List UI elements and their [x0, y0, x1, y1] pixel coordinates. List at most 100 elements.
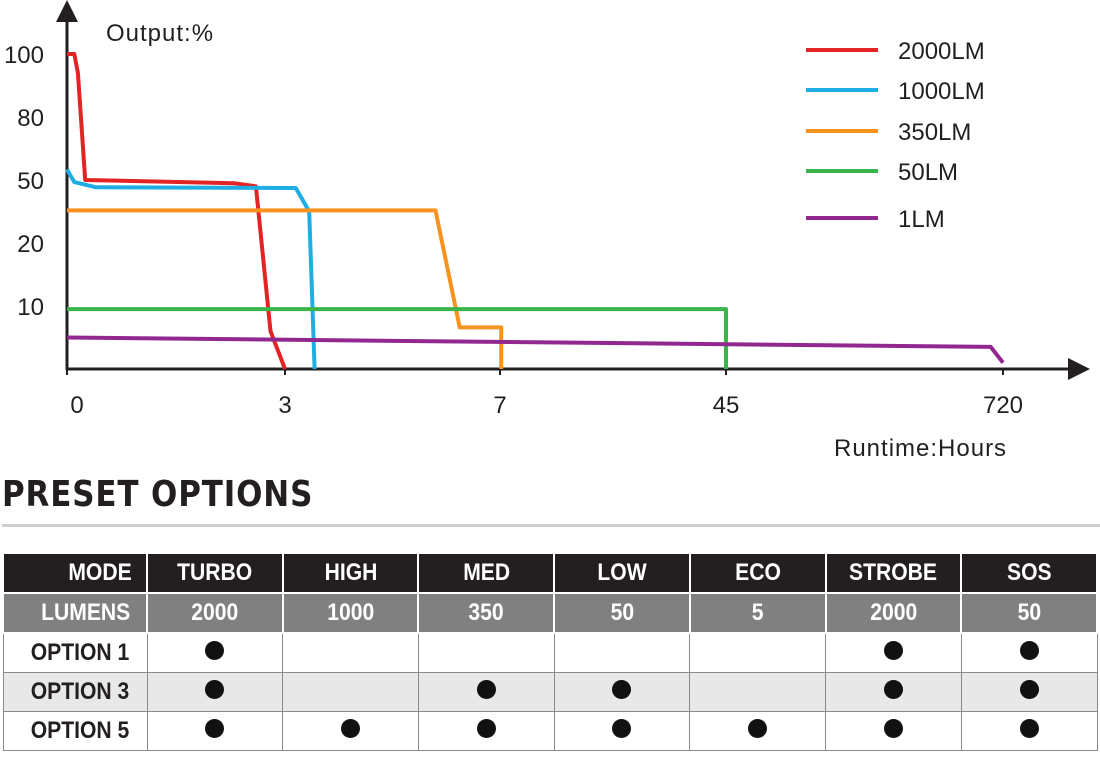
option-cell [825, 672, 962, 712]
x-tick-label: 720 [983, 392, 1023, 419]
included-dot-icon [341, 719, 361, 738]
lumens-header: LUMENS [2, 592, 148, 634]
lumens-cell-text: 50 [610, 599, 634, 626]
option-cell [689, 711, 827, 751]
option-cell [960, 632, 1098, 673]
y-tick-label: 10 [17, 294, 44, 321]
mode-cell-text: LOW [597, 559, 647, 586]
included-dot-icon [748, 719, 768, 738]
option-label: OPTION 5 [2, 711, 148, 751]
x-tick-label: 0 [70, 392, 83, 419]
y-tick-label: 80 [17, 105, 44, 132]
lumens-cell: 2000 [146, 592, 284, 634]
x-tick-labels: 0 3 7 45 720 [66, 369, 1023, 419]
y-axis-label: Output:% [106, 20, 214, 47]
lumens-cell-text: 1000 [327, 599, 375, 626]
y-axis-arrow [56, 0, 78, 22]
mode-cell: MED [417, 552, 556, 594]
lumens-cell: 50 [553, 592, 691, 634]
option-cell [689, 632, 827, 673]
option-cell [825, 632, 962, 673]
option-cell [417, 711, 555, 751]
option-cell [417, 672, 555, 712]
x-axis-arrow [1068, 358, 1090, 380]
mode-cell-text: SOS [1006, 559, 1052, 586]
lumens-cell-text: 2000 [869, 599, 917, 626]
series-lines [65, 52, 1005, 370]
x-tick-label: 7 [493, 392, 506, 419]
legend-label: 1000LM [898, 78, 985, 105]
legend-label: 350LM [898, 119, 971, 146]
preset-options-table: MODE TURBO HIGH MED LOW ECO STROBE SOS LUMENS 200… [2, 552, 1098, 751]
option-row: OPTION 5 [2, 711, 1098, 751]
mode-row: MODE TURBO HIGH MED LOW ECO STROBE SOS [2, 552, 1098, 594]
lumens-header-text: LUMENS [40, 599, 130, 626]
option-cell [282, 672, 419, 712]
option-cell [689, 672, 827, 712]
included-dot-icon [1019, 719, 1039, 738]
y-tick-label: 20 [17, 231, 44, 258]
mode-cell: TURBO [146, 552, 284, 594]
option-cell [960, 711, 1098, 751]
option-label-text: OPTION 5 [31, 717, 130, 744]
legend-label: 1LM [898, 206, 945, 233]
x-axis-label: Runtime:Hours [834, 435, 1007, 462]
mode-cell-text: STROBE [849, 559, 938, 586]
option-cell [417, 632, 555, 673]
included-dot-icon [612, 680, 632, 699]
mode-header: MODE [2, 552, 148, 594]
x-tick-label: 3 [278, 392, 291, 419]
option-label: OPTION 1 [2, 632, 148, 673]
mode-cell: LOW [553, 552, 691, 594]
mode-cell: STROBE [824, 552, 963, 594]
included-dot-icon [883, 680, 903, 699]
section-title: PRESET OPTIONS [2, 474, 314, 515]
legend-label: 2000LM [898, 38, 985, 65]
series-line-2000lm [67, 52, 287, 370]
mode-cell-text: MED [462, 559, 510, 586]
option-row: OPTION 1 [2, 632, 1098, 673]
lumens-cell: 1000 [281, 592, 420, 634]
option-cell [282, 632, 419, 673]
mode-cell-text: ECO [734, 559, 781, 586]
mode-cell: HIGH [281, 552, 420, 594]
included-dot-icon [476, 680, 496, 699]
included-dot-icon [205, 680, 225, 699]
included-dot-icon [883, 641, 903, 660]
lumens-row: LUMENS 2000 1000 350 50 5 2000 50 [2, 592, 1098, 634]
mode-cell-text: TURBO [177, 559, 253, 586]
mode-cell: ECO [688, 552, 827, 594]
included-dot-icon [476, 719, 496, 738]
option-cell [553, 632, 691, 673]
mode-cell: SOS [960, 552, 1098, 594]
mode-cell-text: HIGH [324, 559, 377, 586]
option-cell [825, 711, 962, 751]
option-label-text: OPTION 1 [31, 639, 130, 666]
series-line-50lm [67, 307, 728, 369]
series-line-350lm [67, 208, 504, 369]
section-divider [2, 524, 1100, 527]
option-row: OPTION 3 [2, 672, 1098, 712]
y-tick-label: 50 [17, 168, 44, 195]
legend: 2000LM 1000LM 350LM 50LM 1LM [806, 38, 985, 233]
option-label: OPTION 3 [2, 672, 148, 712]
lumens-cell: 5 [688, 592, 827, 634]
series-line-1lm [66, 335, 1005, 364]
option-cell [960, 672, 1098, 712]
lumens-cell: 2000 [824, 592, 963, 634]
option-cell [146, 672, 284, 712]
included-dot-icon [205, 641, 225, 660]
lumens-cell-text: 5 [751, 599, 764, 626]
lumens-cell: 350 [417, 592, 556, 634]
y-tick-label: 100 [4, 42, 44, 69]
lumens-cell-text: 2000 [191, 599, 239, 626]
lumens-cell-text: 350 [468, 599, 504, 626]
lumens-cell-text: 50 [1017, 599, 1041, 626]
option-label-text: OPTION 3 [31, 678, 130, 705]
included-dot-icon [883, 719, 903, 738]
option-cell [282, 711, 419, 751]
legend-label: 50LM [898, 159, 958, 186]
x-tick-label: 45 [713, 392, 740, 419]
included-dot-icon [612, 719, 632, 738]
mode-header-text: MODE [68, 559, 132, 586]
